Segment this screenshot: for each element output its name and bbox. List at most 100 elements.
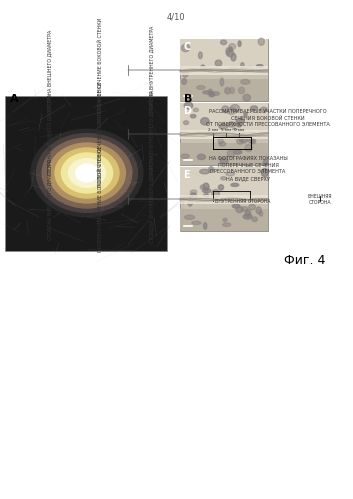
Ellipse shape xyxy=(237,138,244,144)
Ellipse shape xyxy=(261,169,268,177)
Ellipse shape xyxy=(203,183,209,190)
Ellipse shape xyxy=(219,185,223,190)
Ellipse shape xyxy=(249,138,254,143)
Ellipse shape xyxy=(190,193,197,200)
Ellipse shape xyxy=(249,204,256,210)
Ellipse shape xyxy=(61,153,113,193)
Text: B: B xyxy=(184,94,192,104)
Text: ВНЕШНЯЯ
СТОРОНА: ВНЕШНЯЯ СТОРОНА xyxy=(308,194,332,205)
Text: A: A xyxy=(10,94,19,104)
Ellipse shape xyxy=(250,139,256,144)
Ellipse shape xyxy=(197,154,205,160)
Ellipse shape xyxy=(231,104,240,112)
Ellipse shape xyxy=(226,48,230,55)
Ellipse shape xyxy=(232,204,240,208)
Text: СТОРОНА ВНЕШНЕГО ДИАМЕТРА: СТОРОНА ВНЕШНЕГО ДИАМЕТРА xyxy=(48,93,53,175)
Ellipse shape xyxy=(220,158,228,164)
Ellipse shape xyxy=(190,190,197,194)
Text: C: C xyxy=(183,42,190,52)
Ellipse shape xyxy=(215,60,222,66)
Bar xyxy=(180,130,268,139)
Ellipse shape xyxy=(219,124,228,129)
Ellipse shape xyxy=(229,47,232,52)
Ellipse shape xyxy=(183,71,188,77)
Text: РАССМАТРИВАЕМЫЕ УЧАСТКИ ПОПЕРЕЧНОГО
СЕЧЕНИЯ БОКОВОЙ СТЕНКИ
ОТ ПОВЕРХНОСТИ ПРЕССО: РАССМАТРИВАЕМЫЕ УЧАСТКИ ПОПЕРЕЧНОГО СЕЧЕ… xyxy=(206,109,330,127)
Ellipse shape xyxy=(201,65,205,70)
Text: D: D xyxy=(183,106,191,116)
Ellipse shape xyxy=(256,207,261,214)
Bar xyxy=(180,79,268,101)
Bar xyxy=(180,39,268,101)
Ellipse shape xyxy=(182,78,186,84)
Text: ПОПЕРЕЧНОЕ СЕЧЕНИЕ БОКОВОЙ СТЕНКИ: ПОПЕРЕЧНОЕ СЕЧЕНИЕ БОКОВОЙ СТЕНКИ xyxy=(97,146,102,251)
Ellipse shape xyxy=(252,217,257,222)
Ellipse shape xyxy=(190,114,196,118)
Ellipse shape xyxy=(243,214,252,219)
Ellipse shape xyxy=(202,189,211,193)
Ellipse shape xyxy=(226,172,234,176)
Ellipse shape xyxy=(184,102,193,109)
Ellipse shape xyxy=(203,91,212,94)
Ellipse shape xyxy=(241,63,244,67)
Ellipse shape xyxy=(204,223,207,229)
Ellipse shape xyxy=(237,130,245,135)
Ellipse shape xyxy=(55,148,119,198)
Ellipse shape xyxy=(181,154,189,158)
Ellipse shape xyxy=(197,86,205,89)
Text: СТОРОНА ВНЕШНЕГО ДИАМЕТРА: СТОРОНА ВНЕШНЕГО ДИАМЕТРА xyxy=(48,158,53,240)
Ellipse shape xyxy=(221,40,227,44)
Text: 0 мм: 0 мм xyxy=(234,128,244,132)
Ellipse shape xyxy=(237,124,241,127)
Ellipse shape xyxy=(234,150,242,154)
Ellipse shape xyxy=(219,142,226,146)
Ellipse shape xyxy=(229,43,235,49)
Ellipse shape xyxy=(192,221,201,225)
Ellipse shape xyxy=(227,49,234,57)
Ellipse shape xyxy=(209,92,215,97)
Ellipse shape xyxy=(244,113,247,116)
Ellipse shape xyxy=(228,122,235,127)
Ellipse shape xyxy=(258,38,264,45)
Ellipse shape xyxy=(188,199,192,206)
Text: СТОРОНА ВНУТРЕННЕГО ДИАМЕТРА: СТОРОНА ВНУТРЕННЕГО ДИАМЕТРА xyxy=(150,90,155,178)
Ellipse shape xyxy=(251,106,257,110)
Text: СТОРОНА ВНУТРЕННЕГО ДИАМЕТРА: СТОРОНА ВНУТРЕННЕГО ДИАМЕТРА xyxy=(150,155,155,243)
Ellipse shape xyxy=(221,177,226,180)
Ellipse shape xyxy=(185,215,195,220)
Text: 2 мм: 2 мм xyxy=(208,128,218,132)
Ellipse shape xyxy=(243,94,251,101)
Ellipse shape xyxy=(236,207,243,213)
Bar xyxy=(180,209,268,231)
Text: СТОРОНА ВНЕШНЕГО ДИАМЕТРА: СТОРОНА ВНЕШНЕГО ДИАМЕТРА xyxy=(48,29,53,111)
Bar xyxy=(180,66,268,75)
Bar xyxy=(180,195,268,204)
Ellipse shape xyxy=(181,44,190,52)
Ellipse shape xyxy=(208,89,213,96)
Text: СТОРОНА ВНУТРЕННЕГО ДИАМЕТРА: СТОРОНА ВНУТРЕННЕГО ДИАМЕТРА xyxy=(150,26,155,114)
Ellipse shape xyxy=(245,66,254,71)
Ellipse shape xyxy=(201,118,209,125)
Ellipse shape xyxy=(68,159,106,188)
Text: E: E xyxy=(183,170,190,180)
Ellipse shape xyxy=(239,87,245,94)
Ellipse shape xyxy=(227,107,236,114)
Ellipse shape xyxy=(260,107,267,112)
Ellipse shape xyxy=(220,78,224,86)
Ellipse shape xyxy=(218,138,223,144)
Ellipse shape xyxy=(193,108,198,112)
Ellipse shape xyxy=(230,87,234,93)
Bar xyxy=(180,39,268,67)
Ellipse shape xyxy=(227,150,234,157)
Ellipse shape xyxy=(211,92,219,95)
Ellipse shape xyxy=(212,190,220,198)
Bar xyxy=(180,103,268,131)
Text: ПОПЕРЕЧНОЕ СЕЧЕНИЕ БОКОВОЙ СТЕНКИ: ПОПЕРЕЧНОЕ СЕЧЕНИЕ БОКОВОЙ СТЕНКИ xyxy=(97,81,102,187)
Bar xyxy=(180,167,268,196)
Ellipse shape xyxy=(231,183,239,187)
Ellipse shape xyxy=(239,136,248,143)
Bar xyxy=(5,96,167,251)
Ellipse shape xyxy=(241,207,248,211)
Ellipse shape xyxy=(200,185,205,189)
Ellipse shape xyxy=(245,144,252,152)
Ellipse shape xyxy=(229,67,237,71)
